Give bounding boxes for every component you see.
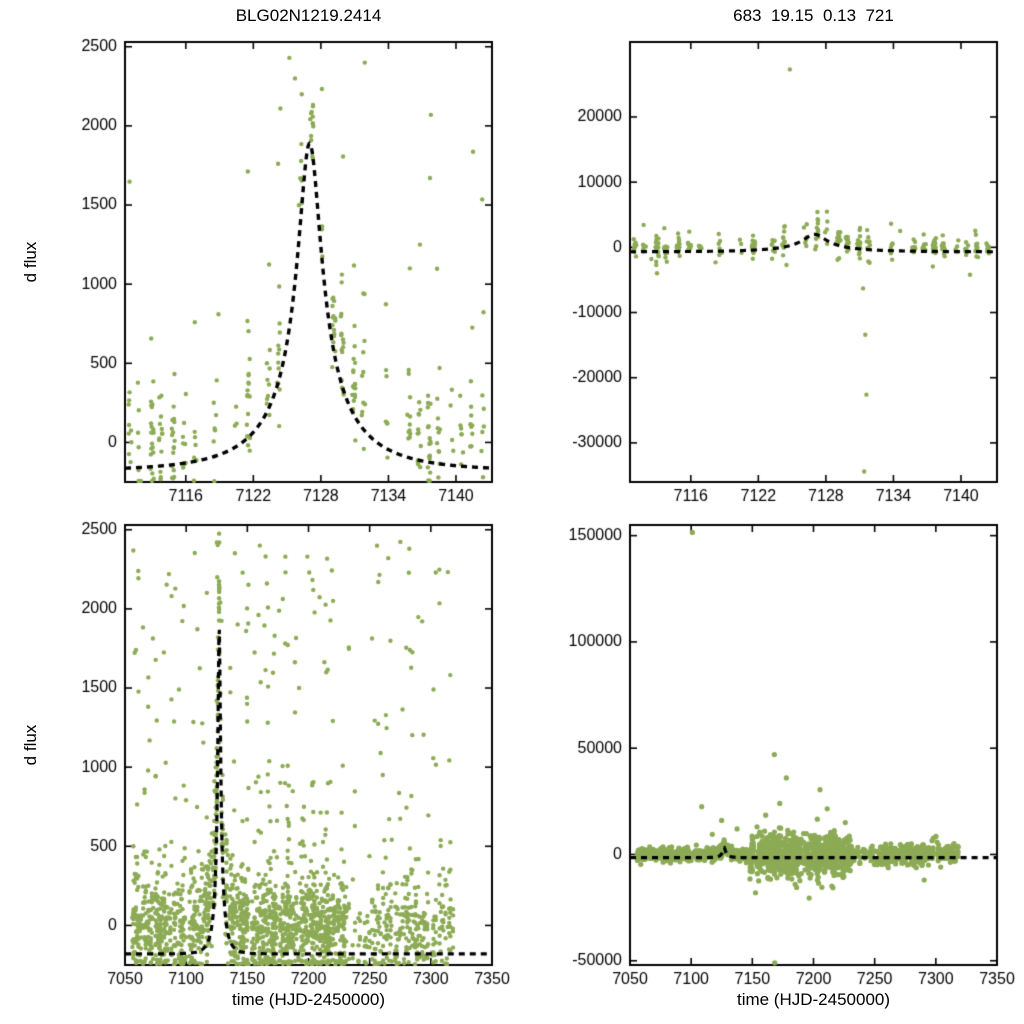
panel-title-object-id: BLG02N1219.2414 (235, 6, 382, 25)
x-axis-label-bottom-left: time (HJD-2450000) (231, 990, 386, 1009)
y-axis-label-top: d flux (21, 241, 40, 283)
panel-title-fit-params: 683 19.15 0.13 721 (733, 6, 894, 25)
x-axis-label-bottom-right: time (HJD-2450000) (736, 990, 891, 1009)
y-axis-label-bottom: d flux (21, 724, 40, 766)
